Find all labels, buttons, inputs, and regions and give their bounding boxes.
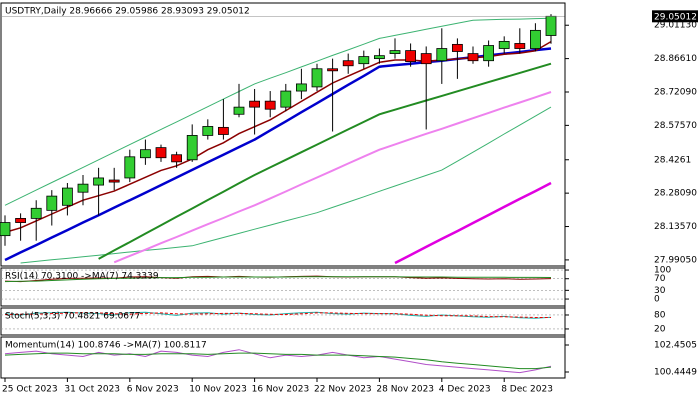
- y-tick-label: 80: [654, 310, 666, 320]
- candle-body: [405, 50, 417, 63]
- candle-body: [249, 100, 261, 108]
- candle-body: [342, 60, 354, 67]
- candle-body: [217, 126, 229, 135]
- y-tick-label: 29.01130: [654, 21, 697, 31]
- panel-title: RSI(14) 70.3100 ->MA(7) 74.3339: [5, 272, 159, 282]
- x-tick-label: 28 Nov 2023: [376, 385, 434, 395]
- candle-body: [264, 100, 276, 110]
- candle-body: [467, 53, 479, 62]
- candle-body: [311, 68, 323, 88]
- candle-body: [77, 183, 89, 193]
- current-price-label: 29.05012: [654, 12, 697, 22]
- candle-body: [483, 45, 495, 62]
- candle-body: [373, 55, 385, 60]
- candle-body: [295, 83, 307, 92]
- y-tick-label: 0: [654, 295, 660, 305]
- y-tick-label: 30: [654, 286, 666, 296]
- y-tick-label: 28.4261: [654, 155, 691, 165]
- y-tick-label: 70: [654, 274, 666, 284]
- candle-body: [108, 179, 120, 183]
- candle-body: [436, 48, 448, 62]
- panel-title: USDTRY,Daily 28.96666 29.05986 28.93093 …: [5, 7, 250, 17]
- candle-body: [358, 56, 370, 65]
- y-tick-label: 28.28090: [654, 189, 697, 199]
- candle-body: [155, 147, 167, 159]
- candle-body: [498, 40, 510, 49]
- panel-title: Stoch(5,3,3) 70.4821 69.0677: [5, 312, 140, 322]
- y-tick-label: 28.86610: [654, 54, 697, 64]
- x-tick-label: 10 Nov 2023: [189, 385, 247, 395]
- candle-body: [389, 50, 401, 54]
- y-tick-label: 28.57570: [654, 121, 697, 131]
- candle-body: [530, 29, 541, 49]
- x-tick-label: 25 Oct 2023: [2, 385, 58, 395]
- candle-body: [202, 126, 214, 136]
- candle-body: [451, 43, 463, 52]
- y-tick-label: 100: [654, 266, 671, 276]
- candle-body: [93, 177, 104, 186]
- candle-body: [186, 135, 198, 161]
- x-tick-label: 6 Nov 2023: [127, 385, 179, 395]
- y-tick-label: 28.72090: [654, 87, 697, 97]
- indicator-line: [394, 181, 552, 265]
- indicator-line: [4, 17, 552, 206]
- candle-body: [171, 154, 183, 163]
- candle-body: [139, 149, 151, 159]
- price-box: [652, 10, 698, 23]
- panel-title: Momentum(14) 100.8746 ->MA(7) 100.8117: [5, 341, 207, 351]
- candle-body: [545, 15, 557, 36]
- candle-body: [280, 90, 292, 108]
- candle-body: [46, 195, 58, 211]
- x-tick-label: 16 Nov 2023: [252, 385, 310, 395]
- x-tick-label: 31 Oct 2023: [64, 385, 120, 395]
- x-tick-label: 4 Dec 2023: [439, 385, 491, 395]
- candle-body: [0, 222, 11, 237]
- candle-body: [420, 53, 432, 65]
- indicator-line: [113, 91, 552, 264]
- y-tick-label: 20: [654, 324, 666, 334]
- candle-body: [327, 68, 339, 72]
- y-tick-label: 102.4505: [654, 341, 697, 351]
- indicator-line: [98, 62, 552, 260]
- candle-body: [233, 106, 245, 115]
- indicator-line: [4, 352, 552, 370]
- indicator-line: [4, 276, 552, 283]
- candle-body: [124, 156, 136, 179]
- y-tick-label: 28.13570: [654, 222, 697, 232]
- x-tick-label: 22 Nov 2023: [314, 385, 372, 395]
- candle-body: [62, 187, 73, 206]
- candle-body: [30, 207, 42, 219]
- y-tick-label: 100.4449: [654, 368, 697, 378]
- indicator-line: [4, 312, 551, 318]
- candle-body: [514, 43, 526, 49]
- y-tick-label: 27.99050: [654, 255, 697, 265]
- x-tick-label: 8 Dec 2023: [501, 385, 553, 395]
- indicator-line: [4, 349, 552, 374]
- candle-body: [15, 218, 27, 223]
- indicator-line: [4, 40, 552, 234]
